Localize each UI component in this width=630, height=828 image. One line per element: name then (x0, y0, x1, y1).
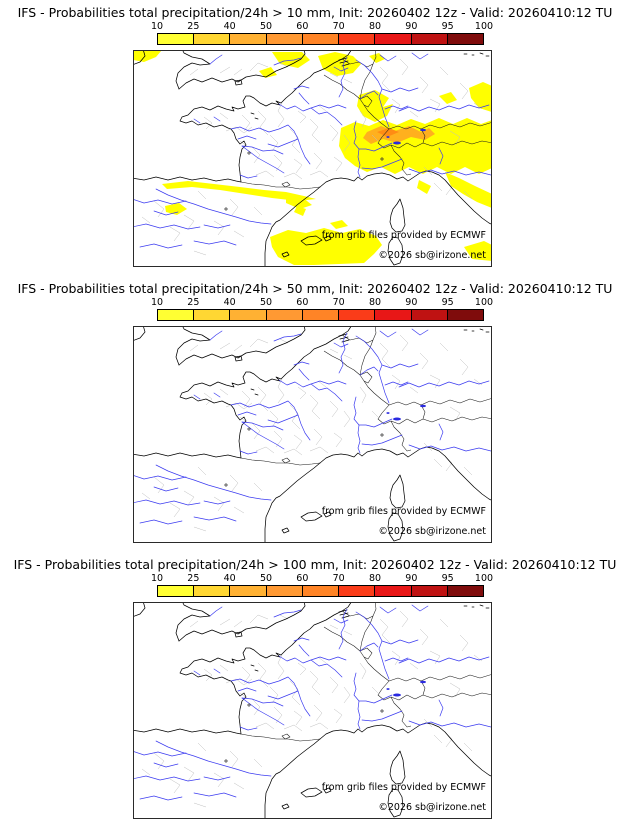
colorbar-tick: 100 (474, 21, 494, 32)
colorbar-segment (375, 586, 412, 596)
page-title: IFS - Probabilities total precipitation/… (17, 5, 613, 20)
colorbar-tick: 10 (150, 297, 164, 308)
attribution: from grib files provided by ECMWF ©2026 … (322, 230, 486, 261)
colorbar-tick: 70 (332, 297, 345, 308)
colorbar-segment (266, 586, 303, 596)
colorbar-tick: 90 (405, 297, 418, 308)
panel-precip-50mm: IFS - Probabilities total precipitation/… (0, 276, 630, 552)
colorbar-segment (411, 586, 448, 596)
colorbar-segment (230, 586, 267, 596)
colorbar-segment (302, 586, 340, 596)
colorbar-segment (230, 34, 267, 44)
colorbar-segment (194, 310, 231, 320)
colorbar-segment (375, 34, 412, 44)
colorbar: 10 25 40 50 60 70 80 90 95 100 (151, 297, 493, 321)
colorbar-tick: 50 (259, 573, 273, 584)
colorbar-tick: 70 (332, 573, 345, 584)
colorbar-segment (302, 310, 340, 320)
attribution: from grib files provided by ECMWF ©2026 … (322, 506, 486, 537)
colorbar-segment (339, 310, 376, 320)
colorbar-segment (158, 34, 195, 44)
colorbar-segment (411, 34, 448, 44)
colorbar-tick: 80 (368, 297, 382, 308)
colorbar-segment (339, 586, 376, 596)
colorbar-tick: 40 (223, 573, 236, 584)
colorbar-tick: 10 (150, 21, 164, 32)
colorbar-tick: 50 (259, 297, 273, 308)
colorbar-tick: 40 (223, 21, 236, 32)
colorbar-segment (230, 310, 267, 320)
colorbar-tick: 25 (187, 573, 200, 584)
colorbar: 10 25 40 50 60 70 80 90 95 100 (151, 573, 493, 597)
map-precip-10mm: from grib files provided by ECMWF ©2026 … (133, 50, 492, 267)
colorbar-tick: 95 (441, 573, 454, 584)
colorbar-tick: 95 (441, 297, 454, 308)
attribution-copyright: ©2026 sb@irizone.net (378, 802, 486, 813)
colorbar-tick: 50 (259, 21, 273, 32)
attribution-provider: from grib files provided by ECMWF (321, 506, 486, 517)
colorbar-tick: 10 (150, 573, 164, 584)
colorbar-segment (158, 310, 195, 320)
colorbar-tick: 25 (187, 21, 200, 32)
attribution-copyright: ©2026 sb@irizone.net (378, 526, 486, 537)
colorbar-tick: 100 (474, 297, 494, 308)
colorbar-tick: 40 (223, 297, 236, 308)
colorbar-tick: 100 (474, 573, 494, 584)
colorbar-tick: 60 (296, 21, 309, 32)
colorbar: 10 25 40 50 60 70 80 90 95 100 (151, 21, 493, 45)
colorbar-segment (447, 310, 483, 320)
colorbar-tick: 60 (296, 573, 309, 584)
colorbar-segment (194, 34, 231, 44)
colorbar-segment (447, 586, 483, 596)
panel-precip-10mm: IFS - Probabilities total precipitation/… (0, 0, 630, 276)
colorbar-tick: 95 (441, 21, 454, 32)
colorbar-segment (375, 310, 412, 320)
page-title: IFS - Probabilities total precipitation/… (17, 281, 613, 296)
colorbar-segment (194, 586, 231, 596)
attribution-copyright: ©2026 sb@irizone.net (378, 250, 486, 261)
attribution-provider: from grib files provided by ECMWF (321, 230, 486, 241)
page-title: IFS - Probabilities total precipitation/… (13, 557, 617, 572)
colorbar-tick: 90 (405, 573, 418, 584)
colorbar-tick: 80 (368, 21, 382, 32)
map-precip-100mm: from grib files provided by ECMWF ©2026 … (133, 602, 492, 819)
colorbar-tick: 90 (405, 21, 418, 32)
colorbar-segment (158, 586, 195, 596)
colorbar-segment (447, 34, 483, 44)
colorbar-segment (302, 34, 340, 44)
map-precip-50mm: from grib files provided by ECMWF ©2026 … (133, 326, 492, 543)
panel-precip-100mm: IFS - Probabilities total precipitation/… (0, 552, 630, 828)
attribution: from grib files provided by ECMWF ©2026 … (322, 782, 486, 813)
colorbar-tick: 70 (332, 21, 345, 32)
colorbar-tick: 80 (368, 573, 382, 584)
colorbar-tick: 60 (296, 297, 309, 308)
attribution-provider: from grib files provided by ECMWF (321, 782, 486, 793)
colorbar-segment (339, 34, 376, 44)
colorbar-segment (411, 310, 448, 320)
colorbar-tick: 25 (187, 297, 200, 308)
colorbar-segment (266, 34, 303, 44)
colorbar-segment (266, 310, 303, 320)
